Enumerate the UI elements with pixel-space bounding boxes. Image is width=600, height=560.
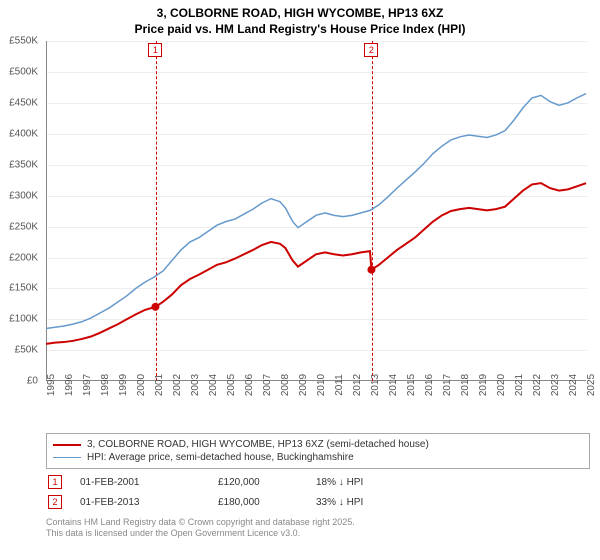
- x-tick-label: 1996: [64, 374, 75, 396]
- x-tick-label: 2005: [226, 374, 237, 396]
- y-tick-label: £450K: [9, 98, 38, 109]
- sale-price: £180,000: [218, 497, 298, 508]
- sale-marker-dot: [152, 304, 159, 311]
- y-tick-label: £500K: [9, 67, 38, 78]
- y-tick-label: £550K: [9, 36, 38, 47]
- x-tick-label: 2019: [478, 374, 489, 396]
- y-tick-label: £400K: [9, 128, 38, 139]
- x-tick-label: 1995: [46, 374, 57, 396]
- x-tick-label: 1999: [118, 374, 129, 396]
- x-tick-label: 2001: [154, 374, 165, 396]
- x-tick-label: 2018: [460, 374, 471, 396]
- sale-date: 01-FEB-2001: [80, 477, 200, 488]
- x-tick-label: 2011: [334, 374, 345, 396]
- x-tick-label: 2024: [568, 374, 579, 396]
- legend: 3, COLBORNE ROAD, HIGH WYCOMBE, HP13 6XZ…: [46, 433, 590, 469]
- x-tick-label: 2003: [190, 374, 201, 396]
- sale-hpi-delta: 33% ↓ HPI: [316, 497, 363, 508]
- sale-row: 2 01-FEB-2013 £180,000 33% ↓ HPI: [48, 495, 590, 509]
- footer-line-2: This data is licensed under the Open Gov…: [46, 528, 590, 539]
- y-tick-label: £200K: [9, 252, 38, 263]
- x-tick-label: 2022: [532, 374, 543, 396]
- legend-item: HPI: Average price, semi-detached house,…: [53, 451, 583, 464]
- x-tick-label: 2004: [208, 374, 219, 396]
- sale-index-box: 1: [48, 475, 62, 489]
- x-tick-label: 2017: [442, 374, 453, 396]
- x-tick-label: 2012: [352, 374, 363, 396]
- chart-series-line: [46, 94, 586, 329]
- x-tick-label: 2008: [280, 374, 291, 396]
- legend-swatch: [53, 444, 81, 446]
- x-tick-label: 2014: [388, 374, 399, 396]
- plot-area: £0£50K£100K£150K£200K£250K£300K£350K£400…: [46, 41, 586, 381]
- chart-lines: [46, 41, 586, 381]
- x-tick-label: 1998: [100, 374, 111, 396]
- x-tick-label: 2025: [586, 374, 597, 396]
- y-tick-label: £50K: [15, 345, 38, 356]
- sale-marker-label: 1: [148, 43, 162, 57]
- footer-attribution: Contains HM Land Registry data © Crown c…: [46, 517, 590, 539]
- legend-item: 3, COLBORNE ROAD, HIGH WYCOMBE, HP13 6XZ…: [53, 438, 583, 451]
- sale-marker-dot: [368, 266, 375, 273]
- x-tick-label: 2000: [136, 374, 147, 396]
- x-tick-label: 2006: [244, 374, 255, 396]
- y-tick-label: £300K: [9, 190, 38, 201]
- y-tick-label: £150K: [9, 283, 38, 294]
- x-tick-label: 2013: [370, 374, 381, 396]
- x-tick-label: 2021: [514, 374, 525, 396]
- x-tick-label: 2007: [262, 374, 273, 396]
- x-tick-label: 2023: [550, 374, 561, 396]
- x-tick-label: 2009: [298, 374, 309, 396]
- sale-hpi-delta: 18% ↓ HPI: [316, 477, 363, 488]
- x-tick-label: 2016: [424, 374, 435, 396]
- chart-title: 3, COLBORNE ROAD, HIGH WYCOMBE, HP13 6XZ…: [0, 0, 600, 37]
- y-tick-label: £0: [27, 376, 38, 387]
- legend-label: 3, COLBORNE ROAD, HIGH WYCOMBE, HP13 6XZ…: [87, 439, 429, 450]
- legend-label: HPI: Average price, semi-detached house,…: [87, 452, 354, 463]
- x-tick-label: 2020: [496, 374, 507, 396]
- x-tick-label: 1997: [82, 374, 93, 396]
- x-tick-label: 2010: [316, 374, 327, 396]
- y-tick-label: £100K: [9, 314, 38, 325]
- x-tick-label: 2002: [172, 374, 183, 396]
- y-tick-label: £350K: [9, 159, 38, 170]
- y-tick-label: £250K: [9, 221, 38, 232]
- sale-row: 1 01-FEB-2001 £120,000 18% ↓ HPI: [48, 475, 590, 489]
- title-line-1: 3, COLBORNE ROAD, HIGH WYCOMBE, HP13 6XZ: [0, 6, 600, 22]
- title-line-2: Price paid vs. HM Land Registry's House …: [0, 22, 600, 38]
- x-tick-label: 2015: [406, 374, 417, 396]
- chart-series-line: [46, 183, 586, 344]
- sale-index-box: 2: [48, 495, 62, 509]
- sale-date: 01-FEB-2013: [80, 497, 200, 508]
- legend-swatch: [53, 457, 81, 458]
- footer-line-1: Contains HM Land Registry data © Crown c…: [46, 517, 590, 528]
- sale-price: £120,000: [218, 477, 298, 488]
- sale-marker-label: 2: [364, 43, 378, 57]
- sales-table: 1 01-FEB-2001 £120,000 18% ↓ HPI 2 01-FEB-201…: [0, 475, 600, 509]
